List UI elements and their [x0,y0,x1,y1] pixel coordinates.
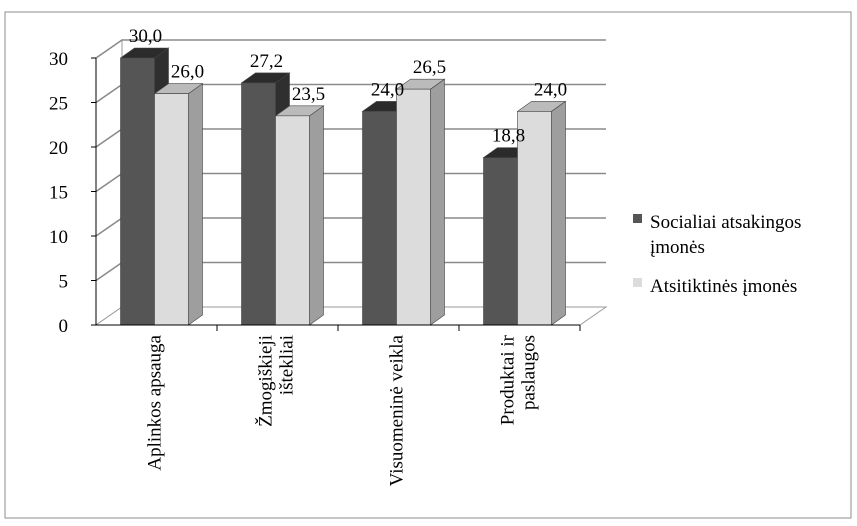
x-tick-label-line: Žmogiškieji [255,335,277,427]
y-tick-label: 25 [49,94,68,115]
x-tick-label-line: paslaugos [519,335,540,410]
y-tick-label: 20 [49,138,68,159]
data-labels: 30,0 26,0 27,2 23,5 24,0 26,5 18,8 24,0 [129,26,567,147]
data-label: 27,2 [250,51,283,72]
x-tick-label-line: Produktai ir [498,334,519,425]
data-label: 30,0 [129,26,162,47]
x-tick-label-line: ištekliai [277,335,298,395]
bar [241,82,276,326]
data-label: 26,5 [413,57,446,78]
bar [396,88,431,326]
gridline [95,39,606,59]
x-tick-label: Aplinkos apsauga [145,334,166,470]
legend-swatch [633,278,642,287]
bar [120,57,155,326]
y-tick-label: 30 [49,49,68,70]
bar-side [430,78,445,326]
data-label: 24,0 [534,79,567,100]
bar-side [309,105,324,326]
bar [517,111,552,326]
y-tick-label: 5 [59,272,69,293]
bar [154,93,189,326]
legend: Socialiai atsakingos įmonės Atsitiktinės į… [633,212,801,297]
legend-swatch [633,214,642,223]
x-tick-label: Visuomeninė veikla [387,334,408,486]
y-tick-label: 15 [49,183,68,204]
data-label: 23,5 [292,84,325,105]
x-tick-label-line: Aplinkos apsauga [145,334,166,470]
y-tick-label: 0 [59,316,69,337]
legend-label: įmonės [650,237,705,258]
legend-label: Socialiai atsakingos [650,212,801,233]
bar-side [188,83,203,326]
legend-label: Atsitiktinės įmonės [650,276,797,297]
data-label: 24,0 [371,79,404,100]
data-label: 18,8 [492,126,525,147]
x-tick-label: Produktai irpaslaugos [498,334,540,425]
x-tick-label-line: Visuomeninė veikla [387,334,408,486]
bar [362,111,397,326]
bar-side [551,100,566,326]
axes: 0 5 10 15 20 25 30 Aplinkos apsauga Žmogiškiejii… [49,49,581,486]
bars [119,47,567,326]
bar [483,157,518,326]
bar [275,115,310,326]
data-label: 26,0 [171,62,204,83]
y-tick-label: 10 [49,227,68,248]
x-tick-label: Žmogiškiejiištekliai [255,335,298,427]
